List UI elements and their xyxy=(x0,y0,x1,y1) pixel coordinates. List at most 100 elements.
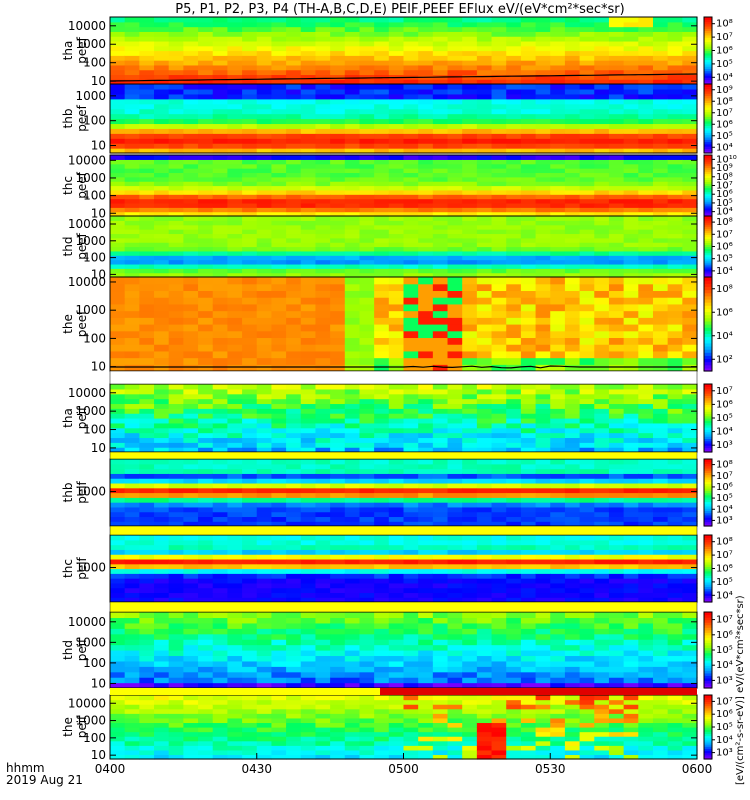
heatmap-cell xyxy=(652,303,669,312)
heatmap-cell xyxy=(183,159,199,165)
heatmap-cell xyxy=(286,511,302,518)
heatmap-cell xyxy=(667,189,683,195)
heatmap-cell xyxy=(168,168,184,174)
heatmap-cell xyxy=(110,103,126,110)
heatmap-cell xyxy=(286,303,302,312)
heatmap-cell xyxy=(520,549,537,555)
heatmap-cell xyxy=(462,544,478,550)
heatmap-cell xyxy=(198,194,214,200)
heatmap-cell xyxy=(300,207,317,213)
heatmap-cell xyxy=(198,189,214,195)
heatmap-cell xyxy=(447,21,463,28)
heatmap-cell xyxy=(256,155,273,160)
heatmap-cell xyxy=(212,194,229,200)
heatmap-cell xyxy=(286,554,302,560)
colorbar-cell xyxy=(704,481,712,485)
heatmap-cell xyxy=(506,463,522,470)
heatmap-cell xyxy=(608,123,625,129)
heatmap-cell xyxy=(564,21,581,28)
heatmap-cell xyxy=(623,539,639,546)
heatmap-cell xyxy=(682,582,698,589)
heatmap-cell xyxy=(564,194,581,200)
heatmap-cell xyxy=(638,198,654,204)
heatmap-cell xyxy=(286,447,302,453)
heatmap-cell xyxy=(608,554,625,560)
heatmap-cell xyxy=(212,558,229,565)
colorbar-cell xyxy=(704,424,712,428)
heatmap-cell xyxy=(564,163,581,169)
colorbar-cell xyxy=(704,467,712,471)
heatmap-cell xyxy=(183,98,199,105)
heatmap-cell xyxy=(550,535,566,541)
heatmap-cell xyxy=(330,364,346,372)
heatmap-cell xyxy=(388,21,405,28)
heatmap-cell xyxy=(168,337,184,345)
heatmap-cell xyxy=(300,482,317,489)
heatmap-cell xyxy=(667,128,683,134)
heatmap-cell xyxy=(139,88,155,95)
heatmap-cell xyxy=(447,350,463,359)
heatmap-cell xyxy=(315,573,331,579)
heatmap-cell xyxy=(579,468,595,474)
heatmap-cell xyxy=(124,88,140,95)
heatmap-cell xyxy=(183,93,199,100)
heatmap-cell xyxy=(418,597,434,603)
heatmap-cell xyxy=(330,79,346,85)
colorbar-tick-label: 10⁷ xyxy=(716,386,733,397)
heatmap-cell xyxy=(359,573,375,579)
heatmap-cell xyxy=(300,237,317,243)
heatmap-cell xyxy=(139,563,155,570)
heatmap-cell xyxy=(227,549,243,555)
heatmap-cell xyxy=(183,36,199,42)
heatmap-cell xyxy=(652,45,669,52)
heatmap-cell xyxy=(682,473,698,479)
heatmap-cell xyxy=(168,98,184,105)
colorbar-cell xyxy=(704,79,712,83)
heatmap-cell xyxy=(476,442,493,448)
heatmap-cell xyxy=(388,563,405,570)
heatmap-cell xyxy=(227,511,243,518)
heatmap-cell xyxy=(154,506,170,513)
colorbar-cell xyxy=(704,543,712,547)
heatmap-cell xyxy=(682,255,698,261)
heatmap-cell xyxy=(550,492,566,498)
heatmap-cell xyxy=(579,506,595,513)
heatmap-cell xyxy=(242,422,258,429)
heatmap-cell xyxy=(242,181,258,187)
heatmap-cell xyxy=(432,539,449,546)
heatmap-cell xyxy=(168,138,184,144)
heatmap-cell xyxy=(623,463,639,470)
heatmap-cell xyxy=(564,544,581,550)
heatmap-cell xyxy=(124,272,140,278)
heatmap-cell xyxy=(300,242,317,248)
heatmap-cell xyxy=(110,118,126,125)
heatmap-cell xyxy=(183,497,199,503)
heatmap-cell xyxy=(300,123,317,129)
heatmap-cell xyxy=(315,79,331,85)
heatmap-cell xyxy=(579,544,595,550)
heatmap-cell xyxy=(579,437,595,443)
heatmap-cell xyxy=(212,521,229,527)
heatmap-cell xyxy=(520,143,537,149)
heatmap-cell xyxy=(506,79,522,85)
heatmap-cell xyxy=(594,283,610,292)
heatmap-cell xyxy=(476,482,493,489)
heatmap-cell xyxy=(491,398,507,405)
heatmap-cell xyxy=(667,84,683,90)
heatmap-cell xyxy=(506,317,522,325)
heatmap-cell xyxy=(520,40,537,47)
heatmap-cell xyxy=(168,181,184,187)
heatmap-cell xyxy=(491,148,507,154)
heatmap-cell xyxy=(374,31,390,37)
heatmap-cell xyxy=(124,422,140,429)
heatmap-cell xyxy=(418,233,434,239)
heatmap-cell xyxy=(623,189,639,195)
colorbar-cell xyxy=(704,37,712,40)
heatmap-cell xyxy=(344,549,361,555)
heatmap-cell xyxy=(608,198,625,204)
heatmap-cell xyxy=(667,277,683,285)
heatmap-cell xyxy=(594,36,610,42)
heatmap-cell xyxy=(506,250,522,256)
heatmap-cell xyxy=(462,168,478,174)
